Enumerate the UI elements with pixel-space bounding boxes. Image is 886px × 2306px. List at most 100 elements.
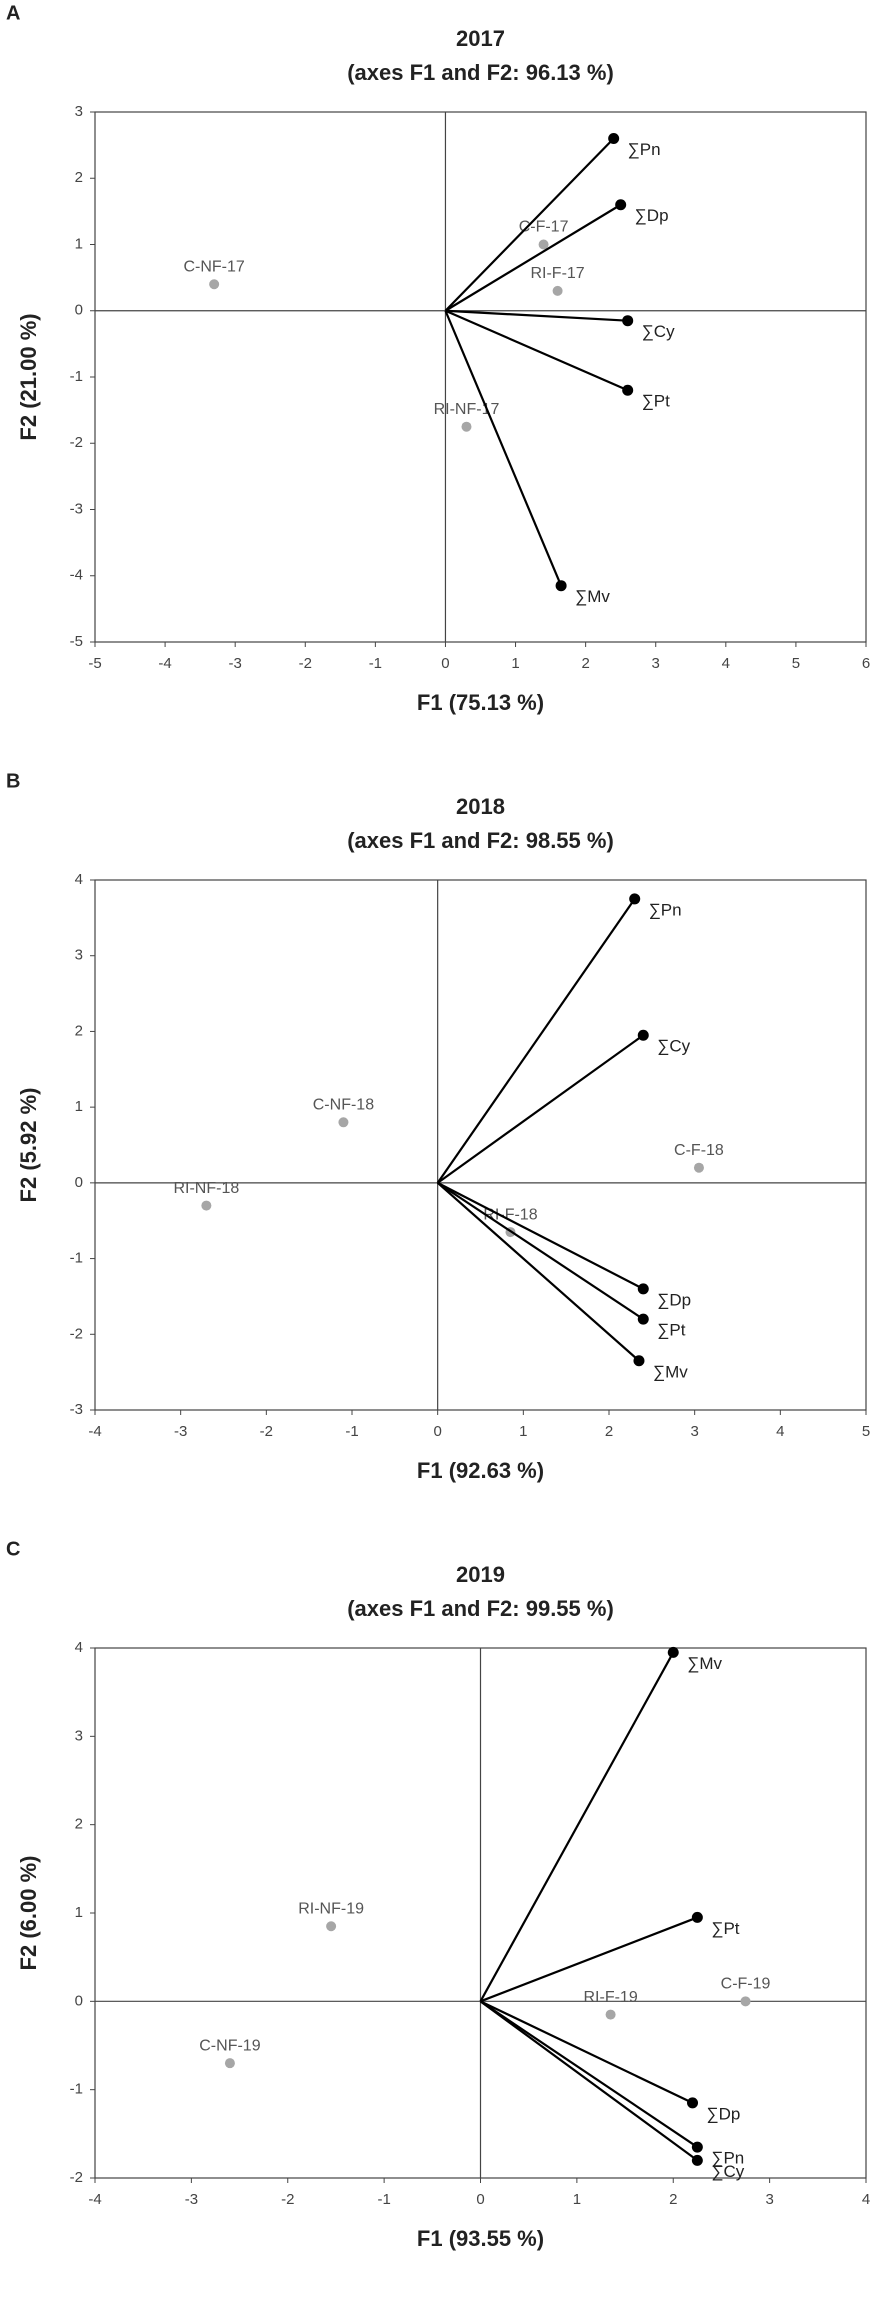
y-tick-label: 1 xyxy=(75,235,83,252)
x-tick-label: -4 xyxy=(88,2191,101,2208)
observation-label: RI-NF-17 xyxy=(434,401,500,418)
loading-vector xyxy=(445,309,628,322)
loading-vector xyxy=(436,1182,640,1362)
loading-point xyxy=(691,1911,703,1923)
loading-vector xyxy=(479,2000,698,2148)
y-tick-label: -5 xyxy=(70,633,83,650)
vector-label: ∑Mv xyxy=(653,1362,688,1381)
y-tick-label: -2 xyxy=(70,1325,83,1342)
loading-vector xyxy=(436,898,636,1184)
y-tick-label: -3 xyxy=(70,500,83,517)
loading-point xyxy=(667,1646,679,1658)
vector-label: ∑Pn xyxy=(628,140,661,159)
observation-label: C-F-19 xyxy=(721,1976,771,1993)
plot-frame xyxy=(94,879,867,1411)
loading-point xyxy=(622,315,634,327)
y-tick-label: 2 xyxy=(75,169,83,186)
observation-point xyxy=(201,1200,212,1211)
x-tick-label: 3 xyxy=(690,1423,698,1440)
y-tick-label: 0 xyxy=(75,302,83,319)
loading-point xyxy=(691,2141,703,2153)
x-tick-label: -4 xyxy=(158,655,171,672)
vector-label: ∑Mv xyxy=(687,1654,722,1673)
x-tick-label: 1 xyxy=(573,2191,581,2208)
loading-point xyxy=(629,893,641,905)
observation-label: RI-NF-19 xyxy=(298,1900,364,1917)
y-tick-label: 1 xyxy=(75,1098,83,1115)
x-tick-label: 0 xyxy=(476,2191,484,2208)
loading-point xyxy=(637,1029,649,1041)
x-axis-label: F1 (75.13 %) xyxy=(417,690,544,715)
loading-vector xyxy=(479,2000,698,2162)
x-tick-label: -2 xyxy=(260,1423,273,1440)
y-tick-label: -1 xyxy=(70,2081,83,2098)
loading-vector xyxy=(444,203,622,312)
y-tick-label: -1 xyxy=(70,368,83,385)
y-tick-label: 1 xyxy=(75,1904,83,1921)
vector-label: ∑Pt xyxy=(642,392,670,411)
y-tick-label: -1 xyxy=(70,1250,83,1267)
observation-point xyxy=(338,1117,349,1128)
x-axis-label: F1 (93.55 %) xyxy=(417,2226,544,2251)
observation-point xyxy=(740,1996,751,2007)
x-tick-label: 2 xyxy=(605,1423,613,1440)
x-tick-label: -1 xyxy=(345,1423,358,1440)
loading-point xyxy=(633,1355,645,1367)
vector-label: ∑Cy xyxy=(657,1037,690,1056)
observation-point xyxy=(224,2058,235,2069)
observation-point xyxy=(538,239,549,250)
y-tick-label: 3 xyxy=(75,1727,83,1744)
x-tick-label: 0 xyxy=(441,655,449,672)
vector-label: ∑Dp xyxy=(635,206,669,225)
observation-point xyxy=(605,2009,616,2020)
observation-label: C-NF-18 xyxy=(313,1097,374,1114)
x-tick-label: 0 xyxy=(433,1423,441,1440)
vector-label: ∑Pn xyxy=(711,2149,744,2168)
observation-label: C-NF-17 xyxy=(183,258,244,275)
vector-label: ∑Pn xyxy=(649,900,682,919)
chart-subtitle: (axes F1 and F2: 96.13 %) xyxy=(347,60,614,85)
panel-letter: C xyxy=(6,1538,20,1560)
y-tick-label: 0 xyxy=(75,1992,83,2009)
loading-point xyxy=(687,2097,699,2109)
x-tick-label: 4 xyxy=(862,2191,870,2208)
y-tick-label: -4 xyxy=(70,567,83,584)
x-tick-label: -5 xyxy=(88,655,101,672)
loading-vector xyxy=(444,310,563,587)
loading-point xyxy=(637,1283,649,1295)
chart-subtitle: (axes F1 and F2: 98.55 %) xyxy=(347,828,614,853)
x-tick-label: -1 xyxy=(369,655,382,672)
x-tick-label: 1 xyxy=(511,655,519,672)
x-tick-label: 3 xyxy=(652,655,660,672)
chart-title: 2019 xyxy=(456,1562,505,1587)
observation-label: RI-F-18 xyxy=(483,1206,537,1223)
vector-label: ∑Cy xyxy=(642,322,675,341)
x-tick-label: -1 xyxy=(377,2191,390,2208)
y-tick-label: 3 xyxy=(75,103,83,120)
observation-label: RI-NF-18 xyxy=(173,1180,239,1197)
observation-point xyxy=(326,1921,337,1932)
y-tick-label: 2 xyxy=(75,1816,83,1833)
loading-vector xyxy=(437,1034,644,1184)
y-axis-label: F2 (6.00 %) xyxy=(16,1856,41,1971)
loading-vector xyxy=(480,1916,698,2003)
y-tick-label: -2 xyxy=(70,434,83,451)
chart-title: 2017 xyxy=(456,26,505,51)
observation-label: RI-F-17 xyxy=(530,265,584,282)
panel-letter: A xyxy=(6,2,20,24)
loading-vector xyxy=(480,2000,694,2104)
vector-label: ∑Pt xyxy=(657,1321,685,1340)
loading-vector xyxy=(437,1181,644,1321)
y-tick-label: 3 xyxy=(75,947,83,964)
chart-title: 2018 xyxy=(456,794,505,819)
observation-point xyxy=(693,1162,704,1173)
vector-label: ∑Pt xyxy=(711,1919,739,1938)
loading-vector xyxy=(444,137,615,312)
y-tick-label: -3 xyxy=(70,1401,83,1418)
y-tick-label: -2 xyxy=(70,2169,83,2186)
y-axis-label: F2 (21.00 %) xyxy=(16,313,41,440)
loading-point xyxy=(615,199,627,211)
vector-label: ∑Dp xyxy=(707,2104,741,2123)
